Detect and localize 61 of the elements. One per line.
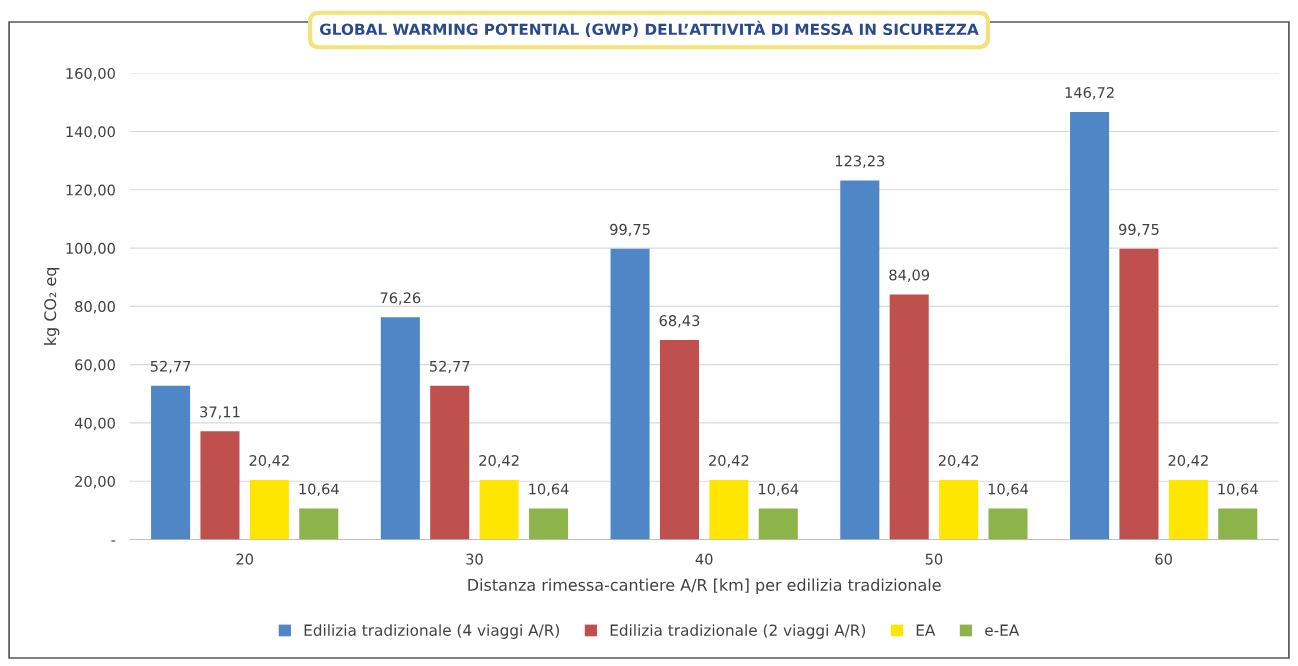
y-tick-label: 40,00 [74,417,115,431]
x-tick-label: 40 [695,553,713,565]
bar [249,479,289,540]
bar [200,431,240,540]
y-tick-label: 100,00 [66,242,115,256]
data-label: 10,64 [529,483,569,497]
x-tick-label: 30 [466,553,483,565]
data-label: 10,64 [988,483,1029,497]
bar [709,479,749,540]
data-label: 52,77 [150,360,191,374]
x-axis-title: Distanza rimessa-cantiere A/R [km] per edilizia tradizionale [468,578,941,595]
data-label: 37,11 [200,406,240,419]
bar [430,385,470,540]
data-label: 123,23 [835,155,885,168]
data-label: 84,09 [889,269,930,282]
legend-label: EA [916,624,936,636]
bar [840,180,880,540]
bar [889,294,929,540]
data-label: 10,64 [758,483,799,497]
bar [299,508,339,540]
data-label: 99,75 [1119,223,1159,237]
bar [1168,479,1208,540]
bar [479,479,519,540]
chart-title: GLOBAL WARMING POTENTIAL (GWP) DELL’ATTIVITÀ DI MESSA IN SICUREZZA [319,20,979,37]
bar [1119,248,1159,540]
y-tick-label: 120,00 [66,184,115,198]
x-tick-label: 50 [925,553,943,565]
legend-label: e-EA [985,624,1020,636]
data-label: 20,42 [709,454,749,468]
data-label: 20,42 [1168,454,1208,468]
bar [758,508,798,540]
y-tick-label: 160,00 [66,67,115,81]
y-axis-title: kg CO₂ eq [43,268,60,345]
legend-label: Edilizia tradizionale (4 viaggi A/R) [304,624,560,639]
x-tick-label: 20 [236,553,253,565]
bar [1218,508,1258,540]
y-tick-label: 20,00 [75,475,115,489]
data-label: 20,42 [249,454,289,468]
y-tick-label: 140,00 [66,126,115,139]
y-tick-label: 80,00 [75,301,115,314]
bar [380,317,420,540]
bar [939,479,979,540]
bar [988,508,1028,540]
x-tick-label: 60 [1155,553,1172,565]
data-label: 68,43 [659,315,700,328]
bar [528,508,569,540]
y-tick-label: 60,00 [75,359,115,372]
data-label: 10,64 [299,483,339,497]
data-label: 20,42 [938,454,979,468]
bar [659,340,699,540]
data-label: 52,77 [429,360,470,374]
data-label: 76,26 [380,292,421,305]
data-label: 10,64 [1218,483,1258,497]
data-label: 99,75 [610,223,650,237]
bar [151,385,191,540]
bar [610,248,650,540]
legend-label: Edilizia tradizionale (2 viaggi A/R) [610,624,866,639]
y-tick-label: - [111,540,116,542]
bar [1070,111,1110,540]
data-label: 146,72 [1065,86,1114,100]
data-label: 20,42 [479,454,519,468]
